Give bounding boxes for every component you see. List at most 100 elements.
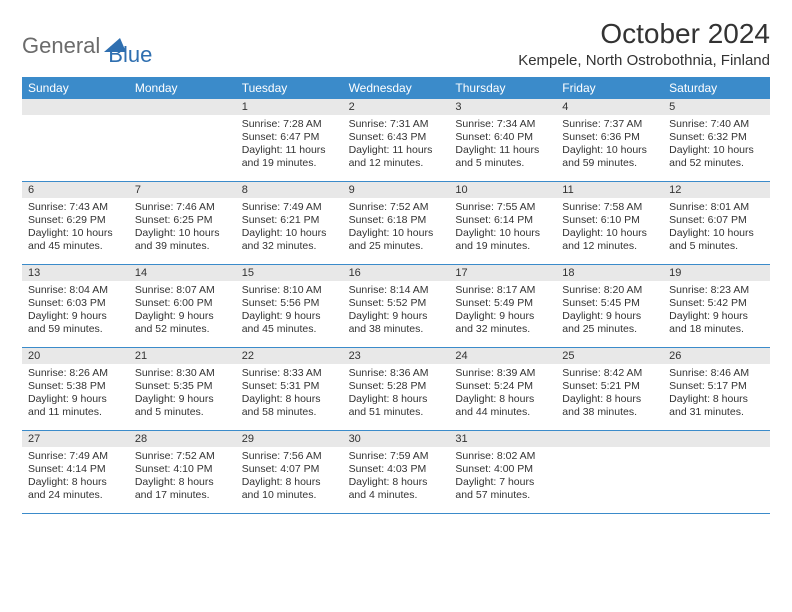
daylight-line1: Daylight: 8 hours bbox=[669, 393, 764, 406]
sunrise-line: Sunrise: 7:52 AM bbox=[135, 450, 230, 463]
week-row: 20Sunrise: 8:26 AMSunset: 5:38 PMDayligh… bbox=[22, 348, 770, 431]
sunset-line: Sunset: 5:31 PM bbox=[242, 380, 337, 393]
daylight-line2: and 32 minutes. bbox=[242, 240, 337, 253]
daylight-line2: and 18 minutes. bbox=[669, 323, 764, 336]
daylight-line1: Daylight: 11 hours bbox=[242, 144, 337, 157]
day-number: 17 bbox=[449, 265, 556, 281]
sunset-line: Sunset: 6:32 PM bbox=[669, 131, 764, 144]
day-number: 2 bbox=[343, 99, 450, 115]
day-number: 25 bbox=[556, 348, 663, 364]
sunrise-line: Sunrise: 8:17 AM bbox=[455, 284, 550, 297]
sunrise-line: Sunrise: 7:31 AM bbox=[349, 118, 444, 131]
day-number: 23 bbox=[343, 348, 450, 364]
day-info: Sunrise: 8:01 AMSunset: 6:07 PMDaylight:… bbox=[663, 198, 770, 258]
calendar-cell: 31Sunrise: 8:02 AMSunset: 4:00 PMDayligh… bbox=[449, 431, 556, 513]
calendar-cell: 3Sunrise: 7:34 AMSunset: 6:40 PMDaylight… bbox=[449, 99, 556, 181]
day-info: Sunrise: 8:04 AMSunset: 6:03 PMDaylight:… bbox=[22, 281, 129, 341]
sunset-line: Sunset: 5:28 PM bbox=[349, 380, 444, 393]
sunset-line: Sunset: 6:25 PM bbox=[135, 214, 230, 227]
sunrise-line: Sunrise: 7:52 AM bbox=[349, 201, 444, 214]
sunrise-line: Sunrise: 7:34 AM bbox=[455, 118, 550, 131]
day-info bbox=[663, 447, 770, 454]
calendar-cell: 1Sunrise: 7:28 AMSunset: 6:47 PMDaylight… bbox=[236, 99, 343, 181]
daylight-line1: Daylight: 10 hours bbox=[242, 227, 337, 240]
daylight-line1: Daylight: 10 hours bbox=[349, 227, 444, 240]
sunset-line: Sunset: 5:49 PM bbox=[455, 297, 550, 310]
calendar-cell: 5Sunrise: 7:40 AMSunset: 6:32 PMDaylight… bbox=[663, 99, 770, 181]
day-number: 22 bbox=[236, 348, 343, 364]
daylight-line2: and 52 minutes. bbox=[135, 323, 230, 336]
sunrise-line: Sunrise: 8:36 AM bbox=[349, 367, 444, 380]
day-number: 3 bbox=[449, 99, 556, 115]
day-number: 12 bbox=[663, 182, 770, 198]
day-header-sunday: Sunday bbox=[22, 77, 129, 99]
day-number: 19 bbox=[663, 265, 770, 281]
daylight-line2: and 5 minutes. bbox=[135, 406, 230, 419]
day-info: Sunrise: 8:26 AMSunset: 5:38 PMDaylight:… bbox=[22, 364, 129, 424]
calendar-cell: 28Sunrise: 7:52 AMSunset: 4:10 PMDayligh… bbox=[129, 431, 236, 513]
calendar-cell: 21Sunrise: 8:30 AMSunset: 5:35 PMDayligh… bbox=[129, 348, 236, 430]
week-row: 13Sunrise: 8:04 AMSunset: 6:03 PMDayligh… bbox=[22, 265, 770, 348]
day-info: Sunrise: 7:40 AMSunset: 6:32 PMDaylight:… bbox=[663, 115, 770, 175]
day-info: Sunrise: 7:46 AMSunset: 6:25 PMDaylight:… bbox=[129, 198, 236, 258]
calendar-cell: 20Sunrise: 8:26 AMSunset: 5:38 PMDayligh… bbox=[22, 348, 129, 430]
day-info bbox=[556, 447, 663, 454]
sunrise-line: Sunrise: 7:49 AM bbox=[28, 450, 123, 463]
calendar-cell: 9Sunrise: 7:52 AMSunset: 6:18 PMDaylight… bbox=[343, 182, 450, 264]
daylight-line1: Daylight: 9 hours bbox=[349, 310, 444, 323]
day-header-row: Sunday Monday Tuesday Wednesday Thursday… bbox=[22, 77, 770, 99]
calendar-cell: 12Sunrise: 8:01 AMSunset: 6:07 PMDayligh… bbox=[663, 182, 770, 264]
day-number: . bbox=[663, 431, 770, 447]
day-info bbox=[22, 115, 129, 122]
day-number: 1 bbox=[236, 99, 343, 115]
sunset-line: Sunset: 6:03 PM bbox=[28, 297, 123, 310]
daylight-line2: and 38 minutes. bbox=[562, 406, 657, 419]
daylight-line1: Daylight: 10 hours bbox=[669, 144, 764, 157]
day-number: 26 bbox=[663, 348, 770, 364]
sunset-line: Sunset: 6:21 PM bbox=[242, 214, 337, 227]
day-number: 21 bbox=[129, 348, 236, 364]
daylight-line2: and 24 minutes. bbox=[28, 489, 123, 502]
sunrise-line: Sunrise: 8:42 AM bbox=[562, 367, 657, 380]
day-number: . bbox=[556, 431, 663, 447]
sunrise-line: Sunrise: 8:20 AM bbox=[562, 284, 657, 297]
day-info: Sunrise: 8:17 AMSunset: 5:49 PMDaylight:… bbox=[449, 281, 556, 341]
sunset-line: Sunset: 5:45 PM bbox=[562, 297, 657, 310]
sunset-line: Sunset: 4:03 PM bbox=[349, 463, 444, 476]
daylight-line1: Daylight: 7 hours bbox=[455, 476, 550, 489]
weeks-container: ..1Sunrise: 7:28 AMSunset: 6:47 PMDaylig… bbox=[22, 99, 770, 514]
day-number: 16 bbox=[343, 265, 450, 281]
day-info: Sunrise: 7:52 AMSunset: 6:18 PMDaylight:… bbox=[343, 198, 450, 258]
calendar-cell: 23 Sunrise: 8:36 AMSunset: 5:28 PMDayligh… bbox=[343, 348, 450, 430]
day-header-wednesday: Wednesday bbox=[343, 77, 450, 99]
calendar-cell: 17Sunrise: 8:17 AMSunset: 5:49 PMDayligh… bbox=[449, 265, 556, 347]
sunset-line: Sunset: 6:40 PM bbox=[455, 131, 550, 144]
daylight-line2: and 12 minutes. bbox=[562, 240, 657, 253]
calendar-cell: 18Sunrise: 8:20 AMSunset: 5:45 PMDayligh… bbox=[556, 265, 663, 347]
day-number: 24 bbox=[449, 348, 556, 364]
day-info: Sunrise: 8:23 AMSunset: 5:42 PMDaylight:… bbox=[663, 281, 770, 341]
sunrise-line: Sunrise: 7:56 AM bbox=[242, 450, 337, 463]
day-number: 31 bbox=[449, 431, 556, 447]
sunrise-line: Sunrise: 8:26 AM bbox=[28, 367, 123, 380]
daylight-line2: and 59 minutes. bbox=[28, 323, 123, 336]
sunrise-line: Sunrise: 7:28 AM bbox=[242, 118, 337, 131]
daylight-line1: Daylight: 8 hours bbox=[349, 393, 444, 406]
day-number: 7 bbox=[129, 182, 236, 198]
day-number: 5 bbox=[663, 99, 770, 115]
sunset-line: Sunset: 6:00 PM bbox=[135, 297, 230, 310]
daylight-line2: and 45 minutes. bbox=[28, 240, 123, 253]
daylight-line1: Daylight: 9 hours bbox=[562, 310, 657, 323]
sunset-line: Sunset: 5:56 PM bbox=[242, 297, 337, 310]
daylight-line1: Daylight: 8 hours bbox=[349, 476, 444, 489]
daylight-line2: and 11 minutes. bbox=[28, 406, 123, 419]
daylight-line2: and 5 minutes. bbox=[455, 157, 550, 170]
day-header-monday: Monday bbox=[129, 77, 236, 99]
sunset-line: Sunset: 6:18 PM bbox=[349, 214, 444, 227]
daylight-line1: Daylight: 9 hours bbox=[455, 310, 550, 323]
daylight-line2: and 19 minutes. bbox=[242, 157, 337, 170]
daylight-line2: and 31 minutes. bbox=[669, 406, 764, 419]
daylight-line1: Daylight: 8 hours bbox=[28, 476, 123, 489]
sunset-line: Sunset: 6:07 PM bbox=[669, 214, 764, 227]
sunset-line: Sunset: 6:10 PM bbox=[562, 214, 657, 227]
